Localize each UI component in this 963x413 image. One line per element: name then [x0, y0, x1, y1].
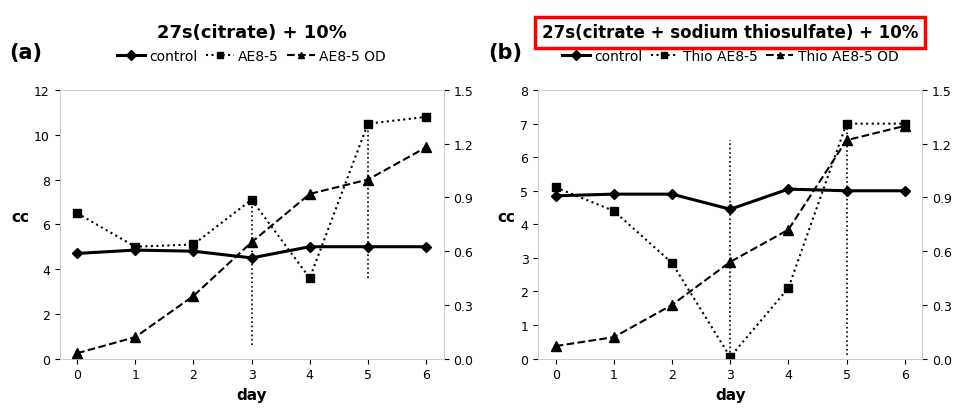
X-axis label: day: day	[236, 387, 267, 402]
Y-axis label: cc: cc	[498, 210, 515, 225]
Title: 27s(citrate) + 10%: 27s(citrate) + 10%	[157, 24, 347, 42]
X-axis label: day: day	[715, 387, 745, 402]
Title: 27s(citrate + sodium thiosulfate) + 10%: 27s(citrate + sodium thiosulfate) + 10%	[542, 24, 919, 42]
Text: (b): (b)	[488, 43, 522, 63]
Y-axis label: cc: cc	[12, 210, 29, 225]
Legend: control, Thio AE8-5, Thio AE8-5 OD: control, Thio AE8-5, Thio AE8-5 OD	[562, 50, 898, 64]
Text: (a): (a)	[10, 43, 42, 63]
Legend: control, AE8-5, AE8-5 OD: control, AE8-5, AE8-5 OD	[117, 50, 386, 64]
